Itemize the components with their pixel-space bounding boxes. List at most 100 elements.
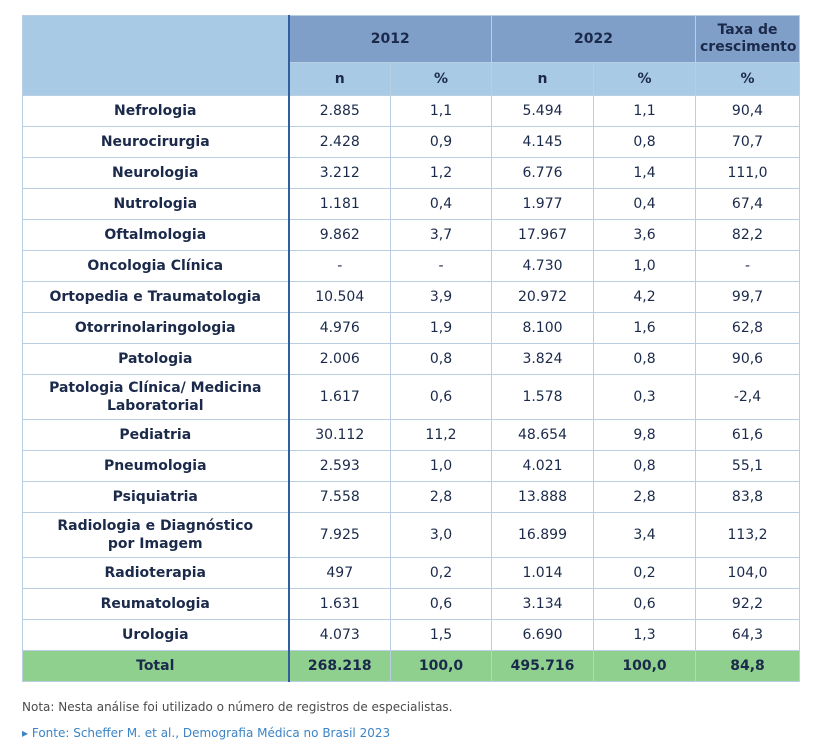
table-source: ▸ Fonte: Scheffer M. et al., Demografia … — [22, 726, 391, 740]
specialty-name: Neurologia — [22, 157, 290, 189]
table-row: Neurocirurgia 2.428 0,9 4.145 0,8 70,7 — [22, 126, 800, 158]
table-row: Patologia Clínica/ Medicina Laboratorial 1… — [22, 374, 800, 420]
table-row: Radiologia e Diagnóstico por Imagem 7.925 3… — [22, 512, 800, 558]
percent-2022: 0,3 — [593, 374, 696, 420]
growth-rate: 92,2 — [695, 588, 800, 620]
count-2022: 48.654 — [491, 419, 594, 451]
percent-2022: 1,1 — [593, 95, 696, 127]
percent-2012: 0,2 — [390, 557, 492, 589]
count-2022: 6.776 — [491, 157, 594, 189]
percent-2012: 3,0 — [390, 512, 492, 558]
growth-rate: 62,8 — [695, 312, 800, 344]
total-n-2022: 495.716 — [491, 650, 594, 682]
growth-rate: - — [695, 250, 800, 282]
count-2012: 2.593 — [288, 450, 391, 482]
percent-2012: 0,6 — [390, 588, 492, 620]
table-row: Radioterapia 497 0,2 1.014 0,2 104,0 — [22, 557, 800, 589]
header-pct-rate: % — [695, 62, 800, 96]
count-2022: 17.967 — [491, 219, 594, 251]
percent-2022: 0,8 — [593, 343, 696, 375]
table-row: Otorrinolaringologia 4.976 1,9 8.100 1,6 62,8 — [22, 312, 800, 344]
count-2012: 30.112 — [288, 419, 391, 451]
specialty-name: Radioterapia — [22, 557, 290, 589]
specialty-name: Nutrologia — [22, 188, 290, 220]
specialty-name: Psiquiatria — [22, 481, 290, 513]
header-corner — [22, 15, 290, 96]
growth-rate: 70,7 — [695, 126, 800, 158]
count-2022: 1.977 — [491, 188, 594, 220]
count-2012: - — [288, 250, 391, 282]
specialty-name: Reumatologia — [22, 588, 290, 620]
table-row: Psiquiatria 7.558 2,8 13.888 2,8 83,8 — [22, 481, 800, 513]
percent-2012: 1,2 — [390, 157, 492, 189]
count-2012: 2.885 — [288, 95, 391, 127]
count-2012: 1.181 — [288, 188, 391, 220]
table-row: Reumatologia 1.631 0,6 3.134 0,6 92,2 — [22, 588, 800, 620]
percent-2022: 3,4 — [593, 512, 696, 558]
percent-2012: 2,8 — [390, 481, 492, 513]
total-row: Total 268.218 100,0 495.716 100,0 84,8 — [22, 650, 800, 682]
percent-2012: - — [390, 250, 492, 282]
specialty-name-line1: Patologia Clínica/ Medicina — [49, 380, 262, 396]
count-2022: 16.899 — [491, 512, 594, 558]
header-pct-2022: % — [593, 62, 696, 96]
percent-2012: 0,9 — [390, 126, 492, 158]
specialty-name: Pediatria — [22, 419, 290, 451]
count-2022: 4.021 — [491, 450, 594, 482]
header-n-2012: n — [288, 62, 391, 96]
total-pct-2012: 100,0 — [390, 650, 492, 682]
specialty-name: Oncologia Clínica — [22, 250, 290, 282]
total-n-2012: 268.218 — [288, 650, 391, 682]
header-row-years: 2012 2022 Taxa de crescimento — [22, 15, 800, 96]
count-2012: 497 — [288, 557, 391, 589]
specialty-name-line2: Laboratorial — [106, 398, 204, 414]
percent-2022: 0,2 — [593, 557, 696, 589]
count-2022: 3.134 — [491, 588, 594, 620]
growth-rate: 67,4 — [695, 188, 800, 220]
percent-2012: 3,9 — [390, 281, 492, 313]
percent-2012: 0,6 — [390, 374, 492, 420]
count-2022: 1.014 — [491, 557, 594, 589]
percent-2022: 1,4 — [593, 157, 696, 189]
percent-2022: 4,2 — [593, 281, 696, 313]
growth-rate: 64,3 — [695, 619, 800, 651]
growth-rate: -2,4 — [695, 374, 800, 420]
specialty-name: Oftalmologia — [22, 219, 290, 251]
table-row: Ortopedia e Traumatologia 10.504 3,9 20.972… — [22, 281, 800, 313]
percent-2012: 1,5 — [390, 619, 492, 651]
percent-2022: 1,3 — [593, 619, 696, 651]
specialty-name: Nefrologia — [22, 95, 290, 127]
percent-2012: 0,4 — [390, 188, 492, 220]
count-2022: 4.730 — [491, 250, 594, 282]
table-row: Pneumologia 2.593 1,0 4.021 0,8 55,1 — [22, 450, 800, 482]
count-2022: 13.888 — [491, 481, 594, 513]
table-body: Nefrologia 2.885 1,1 5.494 1,1 90,4 Neurocirur… — [22, 95, 800, 651]
percent-2022: 0,6 — [593, 588, 696, 620]
specialty-name-line2: por Imagem — [107, 536, 203, 552]
specialty-name: Neurocirurgia — [22, 126, 290, 158]
table-row: Oncologia Clínica - -4.730 1,0- — [22, 250, 800, 282]
specialty-name: Patologia Clínica/ Medicina Laboratorial — [22, 374, 290, 420]
count-2012: 7.558 — [288, 481, 391, 513]
count-2012: 3.212 — [288, 157, 391, 189]
percent-2022: 0,4 — [593, 188, 696, 220]
growth-rate: 111,0 — [695, 157, 800, 189]
percent-2022: 0,8 — [593, 450, 696, 482]
table-row: Pediatria 30.112 11,2 48.654 9,8 61,6 — [22, 419, 800, 451]
count-2022: 1.578 — [491, 374, 594, 420]
percent-2012: 1,0 — [390, 450, 492, 482]
specialty-name: Otorrinolaringologia — [22, 312, 290, 344]
percent-2022: 9,8 — [593, 419, 696, 451]
table-row: Neurologia 3.212 1,2 6.776 1,4 111,0 — [22, 157, 800, 189]
percent-2012: 3,7 — [390, 219, 492, 251]
count-2012: 10.504 — [288, 281, 391, 313]
header-n-2022: n — [491, 62, 594, 96]
table-row: Nutrologia 1.181 0,4 1.977 0,4 67,4 — [22, 188, 800, 220]
count-2022: 5.494 — [491, 95, 594, 127]
count-2012: 7.925 — [288, 512, 391, 558]
count-2012: 2.006 — [288, 343, 391, 375]
header-growth-rate-line2: crescimento — [700, 39, 797, 55]
growth-rate: 113,2 — [695, 512, 800, 558]
percent-2022: 1,6 — [593, 312, 696, 344]
count-2012: 2.428 — [288, 126, 391, 158]
